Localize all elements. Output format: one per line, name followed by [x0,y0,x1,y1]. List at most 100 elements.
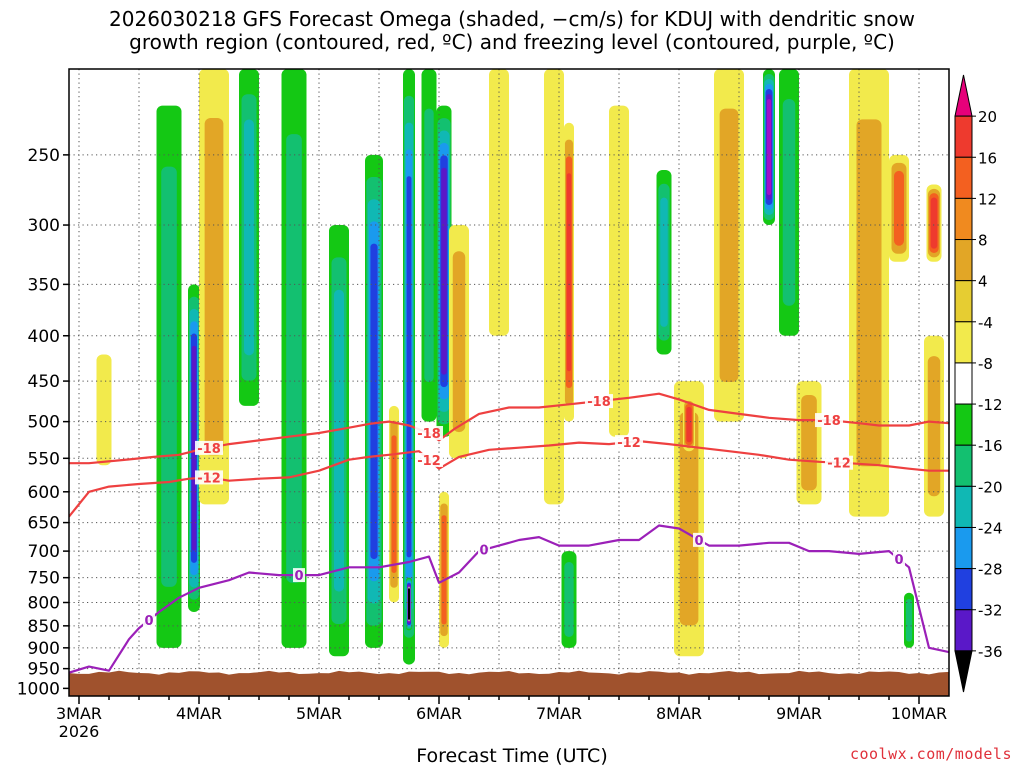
omega-cell-16-3 [566,173,572,372]
contour-label-dgz_top-2: -18 [587,395,611,410]
x-year-label: 2026 [59,722,100,741]
omega-cell-14-1 [452,251,466,433]
colorbar-label-6: -8 [978,355,993,373]
contour-label-bg-dgz_bottom-1 [415,452,443,467]
y-axis: 2503003504004505005506006507007508008509… [17,146,69,699]
contour-label-bg-freezing-4 [893,552,905,567]
omega-cell-15-0 [489,69,509,336]
x-axis: 3MAR 4MAR 5MAR 6MAR 7MAR 8MAR 9MAR 10MAR 2026 [56,696,947,741]
omega-cell-7-4 [370,243,378,560]
y-tick-label-750: 750 [28,569,60,589]
contour-label-bg-dgz_top-2 [585,394,613,409]
colorbar-label-1: 16 [978,149,997,167]
y-tick-label-900: 900 [28,639,60,659]
colorbar-swatch-1 [954,115,973,158]
contour-label-dgz_top-3: -18 [817,414,841,429]
x-tick-label-10MAR: 10MAR [891,704,947,723]
contour-label-freezing-4: 0 [894,553,903,568]
omega-cell-22-3 [686,406,692,443]
y-tick-label-450: 450 [28,372,60,392]
y-tick-label-650: 650 [28,514,60,534]
colorbar-swatch-2 [954,156,973,199]
omega-cell-12-5 [441,167,447,375]
contour-freezing [69,524,949,674]
chart-title-line1: 2026030218 GFS Forecast Omega (shaded, −… [109,7,915,31]
contour-label-bg-dgz_top-1 [415,426,443,441]
omega-cell-6-2 [334,289,344,592]
colorbar-label-2: 12 [978,190,997,208]
contour-label-dgz_bottom-1: -12 [417,454,441,469]
contours: -18 -18 -18 -18 -12 -12 -12 -12 0 0 0 0 0 [69,392,949,674]
chart-title: 2026030218 GFS Forecast Omega (shaded, −… [0,8,1024,54]
x-tick-label-6MAR: 6MAR [416,704,462,723]
omega-cell-17-0 [544,69,564,505]
omega-cell-30-1 [927,356,941,497]
contour-label-bg-freezing-1 [293,568,305,583]
y-tick-label-550: 550 [28,449,60,469]
contour-label-bg-freezing-0 [143,613,155,628]
gridlines [69,69,949,696]
omega-cell-24-6 [766,99,772,195]
colorbar-label-9: -20 [978,478,1003,496]
contour-label-dgz_bottom-3: -12 [827,457,851,472]
colorbar-label-7: -12 [978,396,1003,414]
contour-label-bg-dgz_top-0 [195,440,223,455]
x-axis-title: Forecast Time (UTC) [416,745,608,767]
omega-cell-23-1 [719,108,739,382]
y-tick-label-350: 350 [28,275,60,295]
colorbar-swatch-6 [954,321,973,364]
omega-cell-21-1 [679,412,699,626]
contour-label-bg-dgz_bottom-2 [615,435,643,450]
colorbar-swatch-11 [954,526,973,570]
omega-shading [96,69,944,665]
x-tick-label-5MAR: 5MAR [296,704,342,723]
contour-label-dgz_top-0: -18 [197,442,221,457]
y-tick-label-400: 400 [28,327,60,347]
y-tick-label-500: 500 [28,413,60,433]
omega-cell-1-1 [161,166,177,587]
omega-cell-20-2 [660,197,668,327]
colorbar-label-12: -32 [978,602,1003,620]
colorbar-swatch-5 [954,280,973,323]
colorbar-label-4: 4 [978,273,988,291]
y-tick-label-700: 700 [28,542,60,562]
colorbar-label-0: 20 [978,108,997,126]
colorbar-bottom-arrow [954,650,973,693]
colorbar-swatch-10 [954,485,973,528]
colorbar-label-8: -16 [978,437,1003,455]
y-tick-label-950: 950 [28,660,60,680]
omega-cell-29-3 [930,197,938,249]
omega-cell-2-5 [191,345,197,551]
contour-label-bg-freezing-2 [478,542,490,557]
omega-cell-26-1 [801,394,817,491]
omega-cell-3-1 [204,117,224,456]
omega-cell-27-1 [856,119,882,467]
y-tick-label-300: 300 [28,216,60,236]
colorbar-swatch-8 [954,403,973,446]
contour-label-freezing-0: 0 [144,614,153,629]
omega-cell-5-1 [286,134,302,583]
contour-label-bg-dgz_bottom-3 [825,455,853,470]
colorbar: 20 16 12 8 4 -4 -8 -12 -16 -20 -24 -28 -32 -36 [954,74,1003,693]
colorbar-swatch-7 [954,362,973,405]
x-tick-label-3MAR: 3MAR [56,704,102,723]
omega-cell-4-2 [244,119,254,356]
contour-label-freezing-2: 0 [479,544,488,559]
site-credit[interactable]: coolwx.com/models [849,745,1012,763]
colorbar-swatch-4 [954,239,973,282]
omega-cell-28-2 [894,170,904,246]
contour-label-dgz_bottom-2: -12 [617,436,641,451]
colorbar-label-13: -36 [978,643,1003,661]
colorbar-swatch-3 [954,197,973,241]
omega-cell-10-8 [408,588,410,620]
plot-frame [68,68,950,697]
x-tick-label-9MAR: 9MAR [776,704,822,723]
y-tick-label-1000: 1000 [17,679,60,699]
contour-label-freezing-1: 0 [294,569,303,584]
y-tick-label-250: 250 [28,146,60,166]
colorbar-swatch-9 [954,444,973,487]
omega-cell-18-1 [564,561,574,637]
x-tick-label-8MAR: 8MAR [656,704,702,723]
colorbar-label-10: -24 [978,519,1003,537]
